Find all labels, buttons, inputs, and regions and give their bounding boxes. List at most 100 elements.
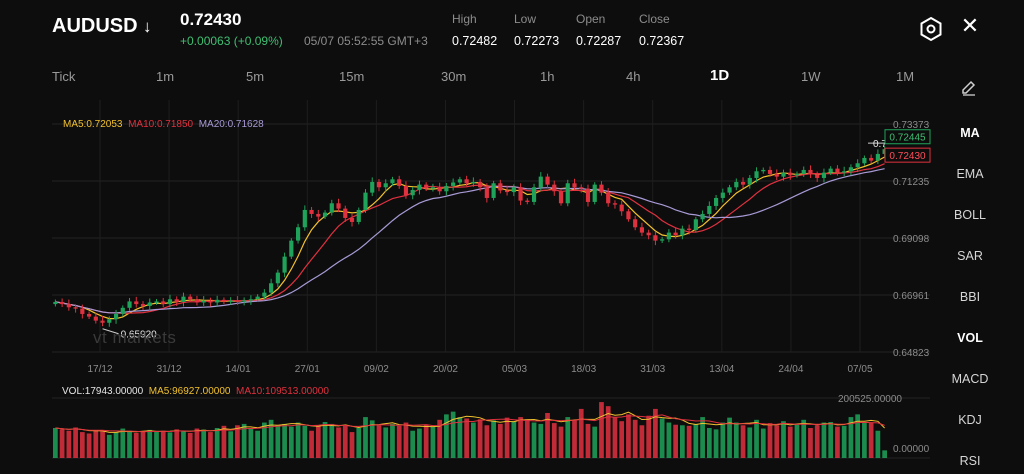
indicator-kdj[interactable]: KDJ — [958, 413, 982, 427]
candle-body — [322, 212, 328, 217]
timeframe-1M[interactable]: 1M — [896, 69, 915, 84]
high-value: 0.72482 — [452, 34, 498, 48]
date-tick-label: 31/03 — [640, 364, 665, 375]
candle-body — [869, 157, 874, 161]
candle-body — [208, 300, 213, 303]
candle-body — [424, 184, 429, 189]
timeframe-1m[interactable]: 1m — [156, 69, 175, 84]
vt-markets-watermark: vt markets — [93, 328, 177, 347]
candle-body — [329, 203, 334, 213]
volume-bar — [147, 429, 153, 458]
candle-body — [167, 299, 173, 305]
volume-bar — [760, 428, 766, 458]
indicator-vol[interactable]: VOL — [957, 331, 983, 345]
candle-body — [316, 213, 321, 217]
volume-bar — [862, 422, 867, 458]
timeframe-1d[interactable]: 1D — [710, 67, 730, 84]
volume-bar — [268, 419, 274, 458]
candle-body — [309, 209, 314, 214]
volume-bar — [208, 432, 213, 458]
candle-body — [767, 169, 773, 174]
indicator-ma[interactable]: MA — [960, 126, 980, 140]
candle-body — [235, 300, 240, 302]
volume-bar — [497, 423, 503, 458]
volume-bar — [363, 417, 368, 458]
volume-bar — [713, 429, 719, 458]
volume-bar — [605, 406, 611, 458]
volume-bar — [504, 417, 510, 458]
candle-body — [761, 169, 766, 172]
volume-bar — [821, 422, 827, 458]
indicator-macd[interactable]: MACD — [951, 372, 989, 386]
candle-body — [66, 304, 71, 308]
candle-body — [201, 300, 206, 303]
indicator-rsi[interactable]: RSI — [959, 454, 981, 468]
candle-body — [228, 300, 233, 302]
ma20-legend: MA20:0.71628 — [198, 119, 264, 130]
indicator-sar[interactable]: SAR — [957, 249, 983, 263]
volume-bar — [841, 425, 847, 458]
candle-body — [585, 188, 591, 202]
volume-bar — [390, 423, 395, 458]
indicator-boll[interactable]: BOLL — [954, 208, 986, 222]
candle-body — [161, 301, 166, 305]
candle-body — [740, 181, 746, 185]
volume-bar — [288, 426, 294, 458]
candle-body — [93, 316, 98, 321]
date-tick-label: 24/04 — [778, 364, 803, 375]
volume-bar — [309, 430, 314, 458]
timeframe-1h[interactable]: 1h — [540, 69, 555, 84]
open-value: 0.72287 — [576, 34, 622, 48]
volume-bar — [349, 432, 355, 458]
volume-chart[interactable]: 200525.00000 0.00000 — [0, 380, 935, 474]
pencil-icon[interactable] — [960, 79, 978, 97]
indicator-bbi[interactable]: BBI — [959, 290, 981, 304]
close-icon[interactable]: ✕ — [960, 13, 980, 38]
volume-bar — [329, 423, 335, 458]
ma10-legend: MA10:0.71850 — [128, 119, 194, 130]
volume-bar — [808, 428, 813, 458]
volume-bar — [673, 424, 678, 458]
timeframe-5m[interactable]: 5m — [246, 69, 265, 84]
timeframe-15m[interactable]: 15m — [339, 69, 365, 84]
candle-body — [356, 209, 361, 222]
volume-bar — [882, 450, 887, 458]
volume-legend: VOL:17943.00000 MA5:96927.00000 MA10:109… — [62, 386, 329, 397]
volume-bar — [113, 432, 119, 458]
volume-bar — [214, 428, 220, 458]
vol-max-label: 200525.00000 — [838, 394, 902, 405]
timeframe-tick[interactable]: Tick — [52, 69, 76, 84]
volume-bar — [241, 423, 247, 458]
candlestick-chart[interactable]: 0.73373 0.71235 0.69098 0.66961 0.64823 17/12… — [0, 100, 935, 378]
candle-body — [835, 168, 840, 173]
price-tick-label: 0.71235 — [893, 177, 930, 188]
down-arrow-icon: ↓ — [143, 17, 152, 36]
timeframe-4h[interactable]: 4h — [626, 69, 641, 84]
volume-bar — [653, 408, 658, 458]
volume-bar — [133, 432, 139, 458]
volume-bar — [781, 421, 786, 458]
candle-body — [842, 171, 847, 173]
indicator-ema[interactable]: EMA — [956, 167, 984, 181]
change-percent: (+0.09%) — [233, 34, 283, 48]
volume-bar — [430, 426, 436, 458]
candle-body — [707, 205, 712, 214]
candle-body — [720, 192, 725, 198]
candle-body — [269, 283, 274, 293]
candle-body — [295, 227, 301, 241]
open-label: Open — [576, 12, 606, 26]
volume-bar — [666, 422, 672, 458]
candle-body — [370, 181, 375, 193]
volume-bar — [228, 431, 234, 458]
timeframe-1w[interactable]: 1W — [801, 69, 821, 84]
candle-body — [60, 301, 65, 305]
volume-bar — [531, 422, 537, 458]
volume-bar — [140, 431, 146, 458]
timeframe-30m[interactable]: 30m — [441, 69, 467, 84]
volume-bar — [79, 432, 85, 458]
volume-bar — [187, 432, 193, 458]
candle-body — [242, 300, 247, 302]
symbol-title[interactable]: AUDUSD — [52, 15, 138, 37]
hexagon-gear-icon[interactable] — [918, 16, 944, 42]
candle-body — [147, 302, 152, 306]
